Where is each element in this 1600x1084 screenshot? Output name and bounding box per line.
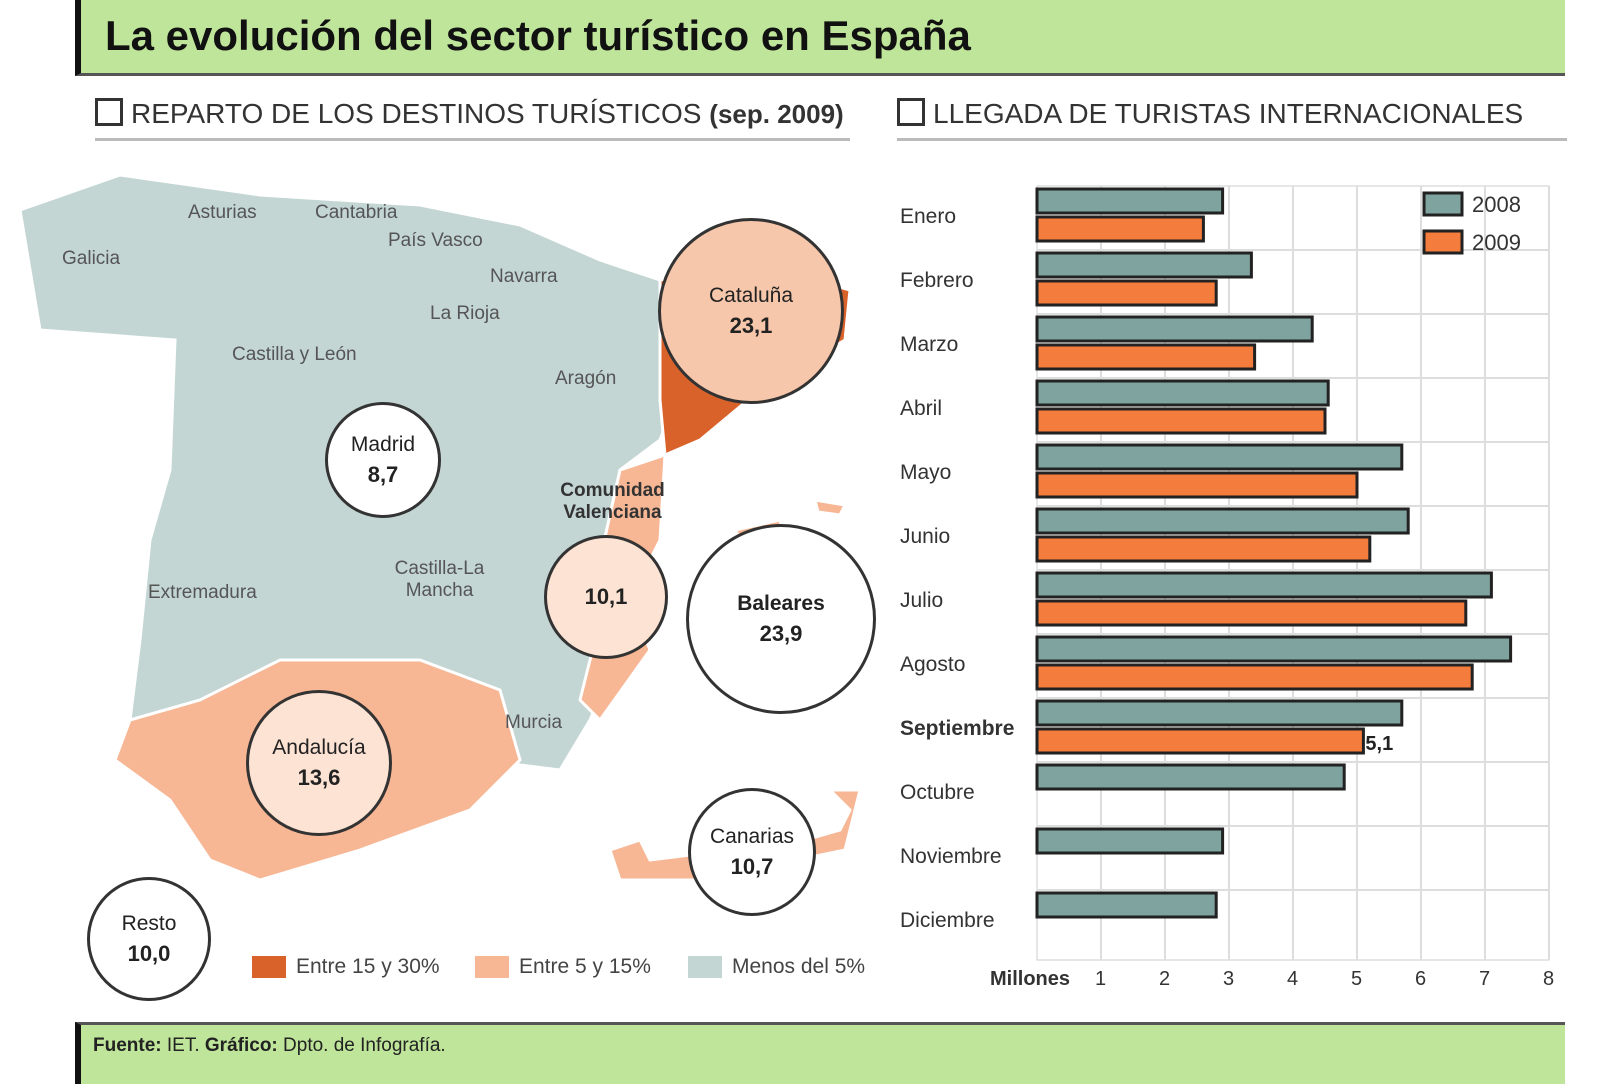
y-tick-label: Enero bbox=[900, 205, 957, 228]
y-tick-label: Agosto bbox=[900, 653, 966, 676]
region-label: La Rioja bbox=[430, 303, 500, 324]
x-axis-label: Millones bbox=[990, 968, 1071, 990]
x-tick-label: 7 bbox=[1479, 968, 1491, 990]
region-label: Cantabria bbox=[315, 202, 398, 223]
bar-2008-junio bbox=[1035, 507, 1410, 535]
x-tick-label: 6 bbox=[1415, 968, 1427, 990]
bar-2008-abril bbox=[1035, 379, 1330, 407]
square-icon bbox=[95, 98, 123, 126]
x-tick-label: 2 bbox=[1159, 968, 1171, 990]
circle-madrid: Madrid 8,7 bbox=[325, 402, 441, 518]
legend-swatch-2008 bbox=[1422, 191, 1464, 217]
region-label: Asturias bbox=[188, 202, 257, 223]
circle-canarias: Canarias 10,7 bbox=[688, 788, 816, 916]
bar-2008-marzo bbox=[1035, 315, 1314, 343]
y-tick-label: Julio bbox=[900, 589, 944, 612]
map-baleares-menorca bbox=[812, 498, 848, 517]
bar-2009-junio bbox=[1035, 535, 1372, 563]
footer: Fuente: IET. Gráfico: Dpto. de Infografí… bbox=[75, 1022, 1565, 1084]
bar-2008-diciembre bbox=[1035, 891, 1218, 919]
x-tick-label: 1 bbox=[1095, 968, 1107, 990]
region-label: Comunidad Valenciana bbox=[560, 480, 665, 523]
x-tick-label: 3 bbox=[1223, 968, 1235, 990]
bar-2009-septiembre bbox=[1035, 727, 1365, 755]
y-tick-label: Septiembre bbox=[900, 717, 1015, 740]
bar-2008-octubre bbox=[1035, 763, 1346, 791]
bar-2009-abril bbox=[1035, 407, 1327, 435]
y-tick-label: Febrero bbox=[900, 269, 974, 292]
legend-label: 2008 bbox=[1472, 192, 1521, 217]
circle-cataluna: Cataluña 23,1 bbox=[658, 218, 844, 404]
region-label: Navarra bbox=[490, 266, 558, 287]
region-label: Galicia bbox=[62, 248, 121, 269]
title-bar: La evolución del sector turístico en Esp… bbox=[75, 0, 1565, 76]
region-label: Extremadura bbox=[148, 582, 257, 603]
legend-label: 2009 bbox=[1472, 230, 1521, 255]
y-tick-label: Mayo bbox=[900, 461, 952, 484]
bar-2009-julio bbox=[1035, 599, 1468, 627]
bar-2009-agosto bbox=[1035, 663, 1474, 691]
bar-2008-septiembre bbox=[1035, 699, 1404, 727]
x-tick-label: 5 bbox=[1351, 968, 1363, 990]
bar-2008-mayo bbox=[1035, 443, 1404, 471]
legend-item: Menos del 5% bbox=[688, 955, 865, 979]
region-label: Castilla y León bbox=[232, 344, 357, 365]
bar-2009-mayo bbox=[1035, 471, 1359, 499]
y-tick-label: Noviembre bbox=[900, 845, 1002, 868]
x-tick-label: 4 bbox=[1287, 968, 1299, 990]
legend-swatch bbox=[475, 956, 509, 978]
circle-baleares: Baleares 23,9 bbox=[686, 524, 876, 714]
bar-2008-julio bbox=[1035, 571, 1493, 599]
circle-andalucia: Andalucía 13,6 bbox=[246, 690, 392, 836]
legend-swatch bbox=[688, 956, 722, 978]
square-icon bbox=[897, 98, 925, 126]
circle-resto: Resto 10,0 bbox=[87, 877, 211, 1001]
bar-chart: 5,1 2008 2009 bbox=[1035, 185, 1550, 961]
bar-2008-noviembre bbox=[1035, 827, 1225, 855]
x-tick-label: 8 bbox=[1543, 968, 1555, 990]
page-title: La evolución del sector turístico en Esp… bbox=[105, 12, 971, 59]
legend-item: Entre 15 y 30% bbox=[252, 955, 440, 979]
legend-item: Entre 5 y 15% bbox=[475, 955, 651, 979]
region-label: Aragón bbox=[555, 368, 617, 389]
bar-2009-febrero bbox=[1035, 279, 1218, 307]
map-heading: REPARTO DE LOS DESTINOS TURÍSTICOS (sep.… bbox=[95, 98, 850, 141]
legend-swatch bbox=[252, 956, 286, 978]
circle-valencia: 10,1 bbox=[544, 535, 668, 659]
data-label: 5,1 bbox=[1365, 733, 1393, 755]
legend-swatch-2009 bbox=[1422, 229, 1464, 255]
bar-2009-marzo bbox=[1035, 343, 1257, 371]
bar-2008-febrero bbox=[1035, 251, 1253, 279]
bar-2008-agosto bbox=[1035, 635, 1513, 663]
bar-2008-enero bbox=[1035, 187, 1225, 215]
region-label: País Vasco bbox=[388, 230, 483, 251]
y-tick-label: Octubre bbox=[900, 781, 975, 804]
region-label: Murcia bbox=[505, 712, 563, 733]
y-tick-label: Abril bbox=[900, 397, 943, 420]
region-label: Castilla-La Mancha bbox=[394, 558, 485, 601]
chart-heading: LLEGADA DE TURISTAS INTERNACIONALES bbox=[897, 98, 1567, 141]
y-tick-label: Junio bbox=[900, 525, 951, 548]
bar-2009-enero bbox=[1035, 215, 1205, 243]
y-tick-label: Marzo bbox=[900, 333, 959, 356]
y-tick-label: Diciembre bbox=[900, 909, 995, 932]
